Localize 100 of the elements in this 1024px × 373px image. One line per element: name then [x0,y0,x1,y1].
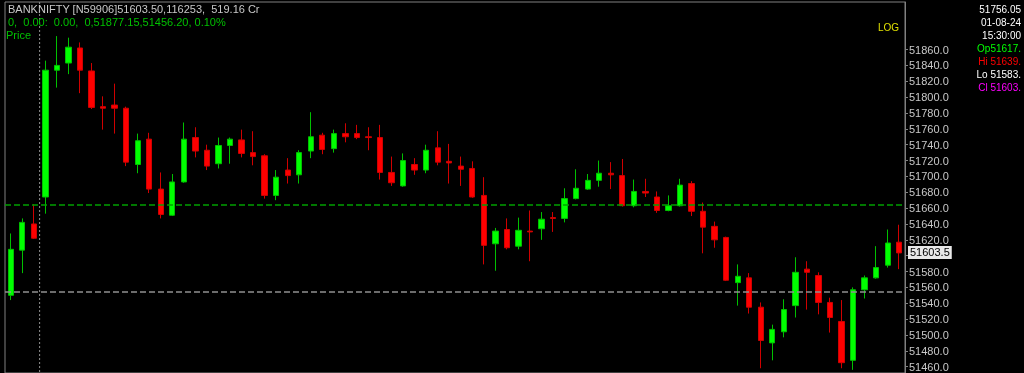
candlestick [411,157,418,176]
y-tick-label: 51660.0 [909,202,949,215]
y-tick-label: 51780.0 [909,106,949,119]
y-tick-label: 51800.0 [909,91,949,104]
candlestick [642,178,649,198]
candlestick [608,161,614,190]
y-tick-label: 51540.0 [909,297,949,310]
candlestick [215,137,222,169]
candlestick [192,126,199,158]
candlestick [573,168,579,200]
candlestick [746,272,752,315]
candlestick [688,180,695,217]
candlestick [285,157,291,185]
y-tick-label: 51820.0 [909,75,949,88]
candlestick [504,217,510,250]
candlestick [827,297,833,334]
y-tick-label: 51580.0 [909,265,949,278]
candlestick [804,260,810,311]
candlestick [723,236,729,282]
candlestick [527,209,533,262]
y-tick-label: 51620.0 [909,233,949,246]
candlestick [815,271,822,315]
text: 51756.05 [979,3,1022,15]
candlestick [700,202,706,254]
y-tick-label: 51480.0 [909,344,949,357]
y-tick-label: 51460.0 [909,360,949,373]
candlestick [8,232,14,301]
y-tick-label: 51500.0 [909,328,949,341]
candlestick [181,122,187,184]
candlestick [469,160,475,199]
candlestick [135,133,141,174]
candlestick [331,129,337,154]
candlestick [227,137,233,165]
candlestick [850,286,856,371]
candlestick [31,203,37,240]
candlestick [19,217,25,274]
candlestick [54,35,60,89]
candlestick [458,156,464,187]
candlestick [342,122,349,143]
candlestick [261,153,268,200]
text: 01-08-24 [980,16,1022,28]
candlestick [354,124,360,140]
text: Hi 51639. [978,55,1021,67]
y-tick-label: 51640.0 [909,217,949,230]
candlestick [515,217,522,250]
candlestick [77,41,83,94]
candlestick [446,143,452,185]
candlestick [42,60,49,215]
y-tick-label: 51700.0 [909,170,949,183]
candlestick [250,130,256,166]
y-tick-label: 51840.0 [909,59,949,72]
candlestick [792,256,799,319]
candlestick [400,152,406,188]
candlestick [596,160,602,188]
candlestick [377,124,383,181]
candlestick [123,106,129,167]
candlestick [388,156,395,187]
candlestick [88,62,95,110]
y-axis-title: Price [6,28,32,41]
text: Op51617. [977,42,1022,54]
candlestick [296,149,302,185]
candlestick [111,83,118,135]
y-tick-label: 51720.0 [909,154,949,167]
candlestick [365,126,372,151]
candlestick [273,169,279,201]
y-tick-label: 51860.0 [909,43,949,56]
text: Lo 51583. [976,68,1022,80]
text: 15:30:00 [982,29,1022,41]
candlestick [781,298,787,338]
candlestick [885,229,891,269]
candlestick [319,132,325,155]
chart-title: BANKNIFTY [N59906]51603.50,116253, 519.16 Cr [8,2,260,15]
text: 0, 0.00: 0.00, 0,51877.15,51456.20, 0.10% [8,15,226,28]
annotation: LOG [877,21,900,33]
candlestick [550,211,556,233]
candlestick [677,178,683,208]
candlestick [146,132,152,194]
candlestick [735,263,741,307]
candlestick [423,144,429,174]
text: Cl 51603. [978,81,1021,93]
candlestick [711,221,718,249]
text: 51603.5 [910,246,950,259]
candlestick [238,129,245,158]
candlestick [492,227,499,272]
candlestick [619,158,625,208]
candlestick [100,95,106,131]
candlestick [204,144,210,171]
candlestick [585,173,591,191]
candlestick [65,37,72,75]
candlestick [896,224,902,270]
candlestick [169,173,175,217]
candlestick [665,194,672,212]
y-tick-label: 51520.0 [909,313,949,326]
candlestick [481,176,487,265]
candlestick [631,179,637,208]
candlestick [838,299,845,369]
candlestick [538,211,545,241]
candlestick [435,130,441,166]
candlestick [769,324,775,361]
candlestick [561,187,568,223]
